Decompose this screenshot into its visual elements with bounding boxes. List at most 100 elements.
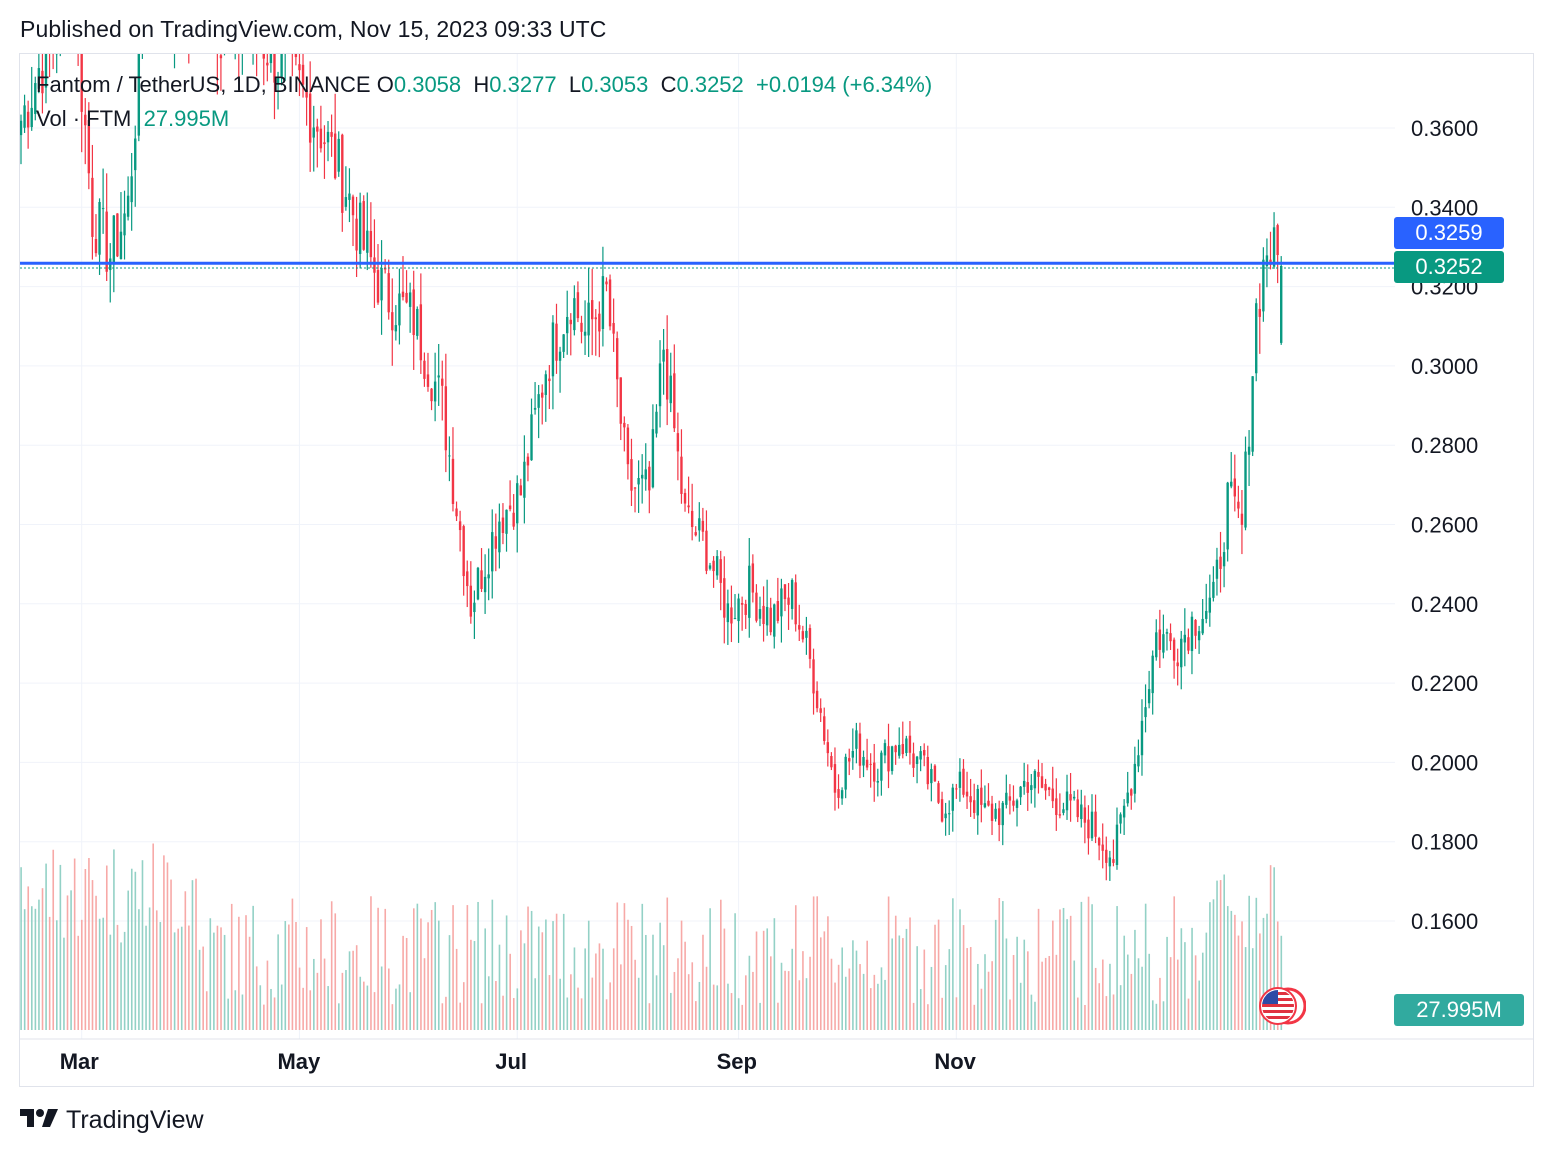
volume-bar [1077,997,1079,1030]
us-flag-icon[interactable] [1258,984,1307,1028]
volume-bar [841,947,843,1030]
horizontal-line-price-tag[interactable]: 0.3259 [1394,217,1504,249]
volume-bar [530,910,533,1030]
candle-body [1276,225,1279,256]
volume-bar [1141,966,1143,1030]
volume-bar [1169,957,1172,1030]
volume-bar [305,927,308,1030]
candle-body [448,455,451,457]
volume-bar [548,975,551,1030]
volume-bar [677,958,679,1030]
candle-body [498,521,501,553]
brand-name: TradingView [66,1106,204,1134]
volume-bar [1123,935,1126,1030]
volume-bar [45,863,47,1030]
candle-body [990,803,994,821]
volume-bar [248,936,251,1030]
volume-bar [320,919,322,1030]
candle-body [651,429,655,488]
candle-body [269,54,273,64]
volume-bar [605,999,608,1030]
volume-bar [288,924,290,1030]
volume-bar [1087,896,1090,1030]
candle-body [1015,800,1019,808]
volume-bar [1266,913,1268,1030]
volume-bar [420,918,422,1030]
candle-body [512,512,515,527]
volume-bar [784,970,786,1030]
volume-bar [195,878,197,1030]
volume-bar [163,855,165,1030]
volume-bar [270,988,272,1030]
volume-bar [430,909,433,1030]
volume-bar [934,924,936,1030]
volume-bar [341,972,344,1030]
candle-body [1187,637,1190,651]
candle-body [87,120,91,174]
volume-bar [309,990,312,1030]
candle-body [930,769,933,784]
candle-body [494,536,498,549]
candle-body [594,317,597,320]
candle-body [423,360,426,379]
volume-bar [794,905,797,1030]
volume-label[interactable]: Vol · FTM [36,106,132,131]
volume-bar [330,901,333,1030]
candle-body [1176,662,1179,667]
volume-bar [916,946,918,1030]
volume-bar [145,925,147,1030]
symbol-label[interactable]: Fantom / TetherUS, 1D, BINANCE [36,72,371,97]
volume-bar [1248,895,1250,1030]
volume-bar [1037,908,1040,1030]
tradingview-brand[interactable]: TradingView [20,1106,204,1135]
volume-bar [173,932,176,1030]
candle-body [116,213,119,257]
volume-bar [673,971,676,1030]
candle-body [1105,849,1108,863]
volume-bar [869,988,872,1030]
volume-bar [56,920,58,1030]
candle-body [865,759,869,768]
volume-bar [484,928,486,1030]
volume-bar [1273,867,1275,1030]
volume-bar [84,869,87,1030]
volume-bar [680,920,683,1030]
candle-body [398,293,401,326]
volume-bar [505,915,508,1030]
candle-body [1144,707,1147,718]
volume-bar [238,916,240,1030]
volume-bar [816,896,819,1030]
candle-body [480,570,483,589]
volume-bar [741,1004,744,1030]
volume-bar [1187,998,1190,1030]
candle-body [783,584,787,600]
volume-bar [366,985,369,1030]
volume-bar [720,899,722,1030]
candle-body [573,298,576,331]
candlestick-chart[interactable]: 0.36000.34000.32000.30000.28000.26000.24… [20,54,1534,1086]
volume-bar [973,1004,976,1030]
candle-body [373,257,376,273]
volume-bar [994,919,997,1030]
volume-bar [123,931,126,1030]
candle-body [326,131,330,143]
volume-bar [952,898,954,1030]
candle-body [348,193,351,200]
volume-bar [216,925,219,1030]
candle-body [812,659,815,694]
candle-body [972,800,976,813]
candle-body [412,289,415,336]
volume-bar [184,891,187,1030]
candle-body [623,422,626,428]
volume-bar [159,922,162,1030]
candle-body [705,530,708,571]
volume-bar [1259,933,1261,1030]
candle-body [130,176,133,203]
candle-body [401,291,405,298]
x-tick-label: May [277,1049,321,1074]
volume-bar [277,934,279,1030]
volume-bar [502,995,504,1030]
volume-bar [516,988,519,1030]
volume-bar [844,976,847,1030]
volume-bar [120,942,122,1030]
